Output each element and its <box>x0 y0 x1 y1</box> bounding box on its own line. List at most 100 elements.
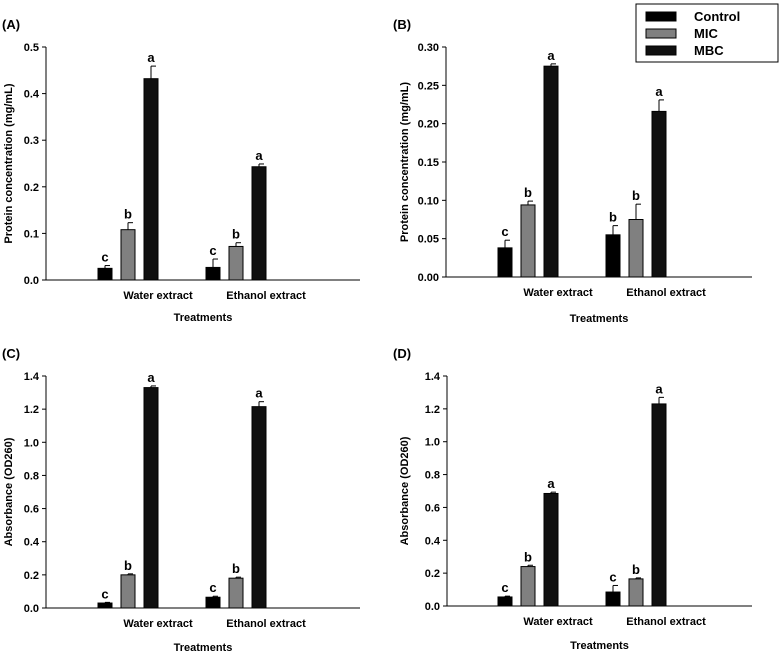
y-tick-label: 0.05 <box>418 234 439 246</box>
y-tick-label: 1.0 <box>425 437 440 449</box>
significance-letter: a <box>255 386 263 401</box>
significance-letter: b <box>524 185 532 200</box>
bar-mic <box>628 219 644 278</box>
y-tick-label: 0.2 <box>425 568 440 580</box>
bar-mic <box>520 566 536 607</box>
bar-control <box>205 266 221 281</box>
significance-letter: c <box>501 224 508 239</box>
y-tick-label: 0.25 <box>418 80 439 92</box>
bar-mic <box>628 578 644 607</box>
bar-mbc <box>143 78 159 281</box>
significance-letter: c <box>501 580 508 595</box>
x-tick-label: Ethanol extract <box>226 618 306 630</box>
bar-mbc <box>543 492 559 607</box>
significance-letter: a <box>547 476 555 491</box>
bar-control <box>605 591 621 607</box>
chart-panel-2: (B) 0.00 0.05 0.10 0.15 0.20 0.25 0.30 Protein c… <box>393 17 752 325</box>
bar-control <box>497 247 513 278</box>
bar-mic <box>120 229 136 281</box>
panel-label: (B) <box>393 17 411 32</box>
significance-letter: c <box>209 243 216 258</box>
bar-control <box>605 234 621 278</box>
y-tick-label: 1.2 <box>425 404 440 416</box>
y-tick-label: 0.0 <box>24 603 39 615</box>
y-tick-label: 1.2 <box>24 404 39 416</box>
y-tick-label: 0.00 <box>418 272 439 284</box>
y-tick-label: 1.4 <box>425 371 441 383</box>
bar-control <box>205 596 221 609</box>
significance-letter: c <box>209 580 216 595</box>
significance-letter: b <box>524 549 532 564</box>
legend-label-control: Control <box>694 9 740 24</box>
x-axis-label: Treatments <box>570 640 629 652</box>
legend: Control MIC MBC <box>635 3 779 63</box>
x-tick-label: Water extract <box>523 287 593 299</box>
x-tick-label: Ethanol extract <box>626 287 706 299</box>
significance-letter: b <box>632 188 640 203</box>
significance-letter: a <box>547 48 555 63</box>
significance-letter: a <box>655 381 663 396</box>
y-tick-label: 0.8 <box>24 470 39 482</box>
x-axis-label: Treatments <box>174 642 233 654</box>
y-tick-label: 0.1 <box>24 228 39 240</box>
chart-panel-4: (D) 0.0 0.2 0.4 0.6 0.8 1.0 1.2 1.4 Absorbance (O… <box>393 346 752 652</box>
significance-letter: b <box>124 558 132 573</box>
y-tick-label: 0.0 <box>24 275 39 287</box>
y-tick-label: 0.15 <box>418 157 439 169</box>
chart-panel-1: (A) 0.0 0.1 0.2 0.3 0.4 0.5 Protein concentrati… <box>2 17 360 324</box>
y-axis-label: Absorbance (OD260) <box>3 437 15 546</box>
bar-control <box>497 596 513 607</box>
x-tick-label: Water extract <box>123 618 193 630</box>
y-tick-label: 0.30 <box>418 42 439 54</box>
significance-letter: b <box>232 561 240 576</box>
y-tick-label: 1.4 <box>24 371 40 383</box>
bar-mbc <box>251 166 267 281</box>
bar-mic <box>520 204 536 278</box>
bar-mbc <box>651 110 667 278</box>
significance-letter: a <box>147 50 155 65</box>
panel-label: (C) <box>2 346 20 361</box>
panel-label: (D) <box>393 346 411 361</box>
y-tick-label: 0.5 <box>24 42 39 54</box>
bar-mbc <box>143 387 159 609</box>
y-tick-label: 0.6 <box>24 504 39 516</box>
bar-mbc <box>251 406 267 609</box>
significance-letter: b <box>124 207 132 222</box>
bar-mbc <box>651 403 667 607</box>
legend-swatch-control <box>645 11 677 22</box>
y-axis-label: Protein concentration (mg/mL) <box>399 82 411 242</box>
y-tick-label: 1.0 <box>24 437 39 449</box>
chart-panel-3: (C) 0.0 0.2 0.4 0.6 0.8 1.0 1.2 1.4 Absorbance (O… <box>2 346 360 654</box>
bar-mic <box>120 574 136 609</box>
y-tick-label: 0.3 <box>24 135 39 147</box>
significance-letter: c <box>609 569 616 584</box>
y-axis-label: Absorbance (OD260) <box>399 436 411 545</box>
y-tick-label: 0.2 <box>24 182 39 194</box>
y-tick-label: 0.8 <box>425 470 440 482</box>
significance-letter: b <box>632 562 640 577</box>
legend-swatch-mbc <box>645 45 677 56</box>
significance-letter: b <box>232 227 240 242</box>
y-tick-label: 0.4 <box>24 537 40 549</box>
y-tick-label: 0.20 <box>418 119 439 131</box>
y-tick-label: 0.0 <box>425 601 440 613</box>
significance-letter: a <box>655 84 663 99</box>
y-tick-label: 0.4 <box>24 89 40 101</box>
x-tick-label: Water extract <box>523 616 593 628</box>
legend-swatch-mic <box>645 28 677 39</box>
significance-letter: c <box>101 250 108 265</box>
y-tick-label: 0.10 <box>418 195 439 207</box>
y-tick-label: 0.6 <box>425 502 440 514</box>
significance-letter: a <box>147 370 155 385</box>
significance-letter: c <box>101 586 108 601</box>
bar-control <box>97 267 113 281</box>
y-axis-label: Protein concentration (mg/mL) <box>3 83 15 243</box>
x-tick-label: Ethanol extract <box>226 290 306 302</box>
x-tick-label: Ethanol extract <box>626 616 706 628</box>
bar-mic <box>228 245 244 281</box>
bar-mic <box>228 577 244 609</box>
significance-letter: b <box>609 210 617 225</box>
x-tick-label: Water extract <box>123 290 193 302</box>
legend-label-mic: MIC <box>694 26 718 41</box>
